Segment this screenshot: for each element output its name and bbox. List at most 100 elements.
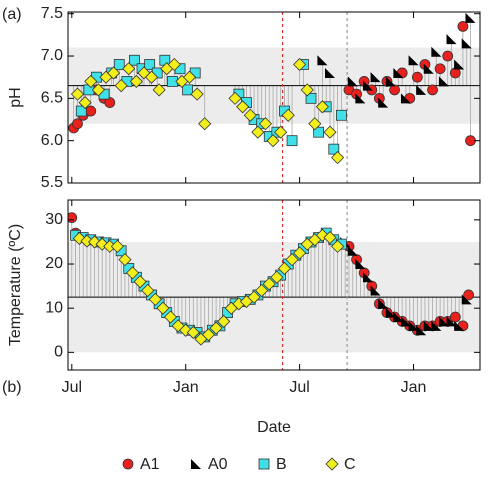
data-point xyxy=(431,46,442,57)
data-point xyxy=(167,57,181,72)
data-point xyxy=(78,96,92,110)
data-point xyxy=(317,55,328,66)
data-point xyxy=(347,76,358,87)
data-point xyxy=(209,321,223,335)
legend-label: A1 xyxy=(140,456,160,473)
data-point xyxy=(423,320,434,331)
data-point xyxy=(355,93,366,104)
data-point xyxy=(236,100,250,114)
data-point xyxy=(328,143,340,155)
y-tick-label: 7.5 xyxy=(41,5,63,22)
data-point xyxy=(427,84,438,96)
data-point xyxy=(378,298,389,309)
data-point xyxy=(144,59,156,70)
plot-area xyxy=(68,200,480,370)
data-point xyxy=(258,117,273,131)
data-point xyxy=(255,283,269,298)
data-point xyxy=(228,91,242,105)
data-point xyxy=(118,253,132,267)
data-point xyxy=(163,310,178,324)
data-point xyxy=(129,74,143,88)
y-tick-label: 6.5 xyxy=(41,90,63,107)
data-point xyxy=(186,325,200,340)
data-point xyxy=(114,79,128,93)
data-point xyxy=(315,100,329,114)
data-point xyxy=(423,63,434,74)
data-point xyxy=(389,84,400,96)
data-point xyxy=(323,230,337,245)
data-point xyxy=(393,312,404,323)
data-point xyxy=(385,76,396,87)
data-point xyxy=(438,316,449,327)
data-point xyxy=(262,277,276,291)
data-point xyxy=(159,54,171,66)
data-point xyxy=(393,67,404,78)
data-point xyxy=(385,307,396,318)
y-tick-label: 10 xyxy=(45,299,63,316)
data-point xyxy=(446,34,457,45)
data-point xyxy=(408,55,419,66)
data-point xyxy=(281,108,295,122)
legend-label: C xyxy=(344,456,356,473)
data-point xyxy=(156,301,170,315)
data-point xyxy=(95,237,109,251)
data-point xyxy=(243,108,257,122)
data-point xyxy=(331,151,345,165)
data-point xyxy=(144,70,159,84)
data-point xyxy=(308,117,322,131)
data-point xyxy=(141,283,155,298)
data-point xyxy=(72,118,83,130)
legend-label: A0 xyxy=(208,456,228,473)
data-point xyxy=(88,235,102,249)
data-point xyxy=(442,50,454,62)
legend-marker xyxy=(191,459,201,469)
x-tick-label: Jul xyxy=(62,379,82,396)
y-tick-label: 20 xyxy=(45,255,63,272)
data-point xyxy=(305,92,317,104)
data-point xyxy=(125,266,140,280)
data-point xyxy=(416,325,427,336)
panel-label: (a) xyxy=(2,6,22,23)
data-point xyxy=(449,311,461,323)
data-point xyxy=(411,71,423,83)
data-point xyxy=(137,66,151,80)
legend-label: B xyxy=(276,456,287,473)
data-point xyxy=(201,328,216,342)
y-tick-label: 5.5 xyxy=(41,174,63,191)
data-point xyxy=(104,97,116,108)
data-point xyxy=(454,320,465,331)
data-point xyxy=(270,270,284,284)
y-tick-label: 0 xyxy=(54,344,63,361)
data-point xyxy=(461,294,472,305)
data-point xyxy=(70,87,85,101)
plot-area xyxy=(68,12,480,183)
data-point xyxy=(148,292,162,306)
data-point xyxy=(84,74,98,88)
data-point xyxy=(152,83,166,97)
data-point xyxy=(463,289,475,301)
data-point xyxy=(408,320,419,331)
x-tick-label: Jan xyxy=(173,379,199,396)
data-point xyxy=(416,84,427,95)
plot-frame xyxy=(67,11,481,184)
data-point xyxy=(378,97,389,108)
y-tick-label: 7.0 xyxy=(41,47,63,64)
data-point xyxy=(122,62,136,76)
y-tick-label: 30 xyxy=(45,211,63,228)
y-axis-label: pH xyxy=(7,87,24,107)
data-point xyxy=(331,239,345,253)
data-point xyxy=(217,314,231,328)
data-point xyxy=(286,135,298,147)
data-point xyxy=(107,66,121,80)
data-point xyxy=(438,76,449,87)
data-point xyxy=(370,72,381,83)
data-point xyxy=(347,245,358,256)
x-axis-label: Date xyxy=(257,419,291,436)
plot-frame xyxy=(67,199,481,371)
data-point xyxy=(400,316,411,327)
legend-marker xyxy=(258,458,270,470)
data-point xyxy=(182,84,194,96)
data-point xyxy=(336,109,347,121)
data-point xyxy=(251,125,265,139)
